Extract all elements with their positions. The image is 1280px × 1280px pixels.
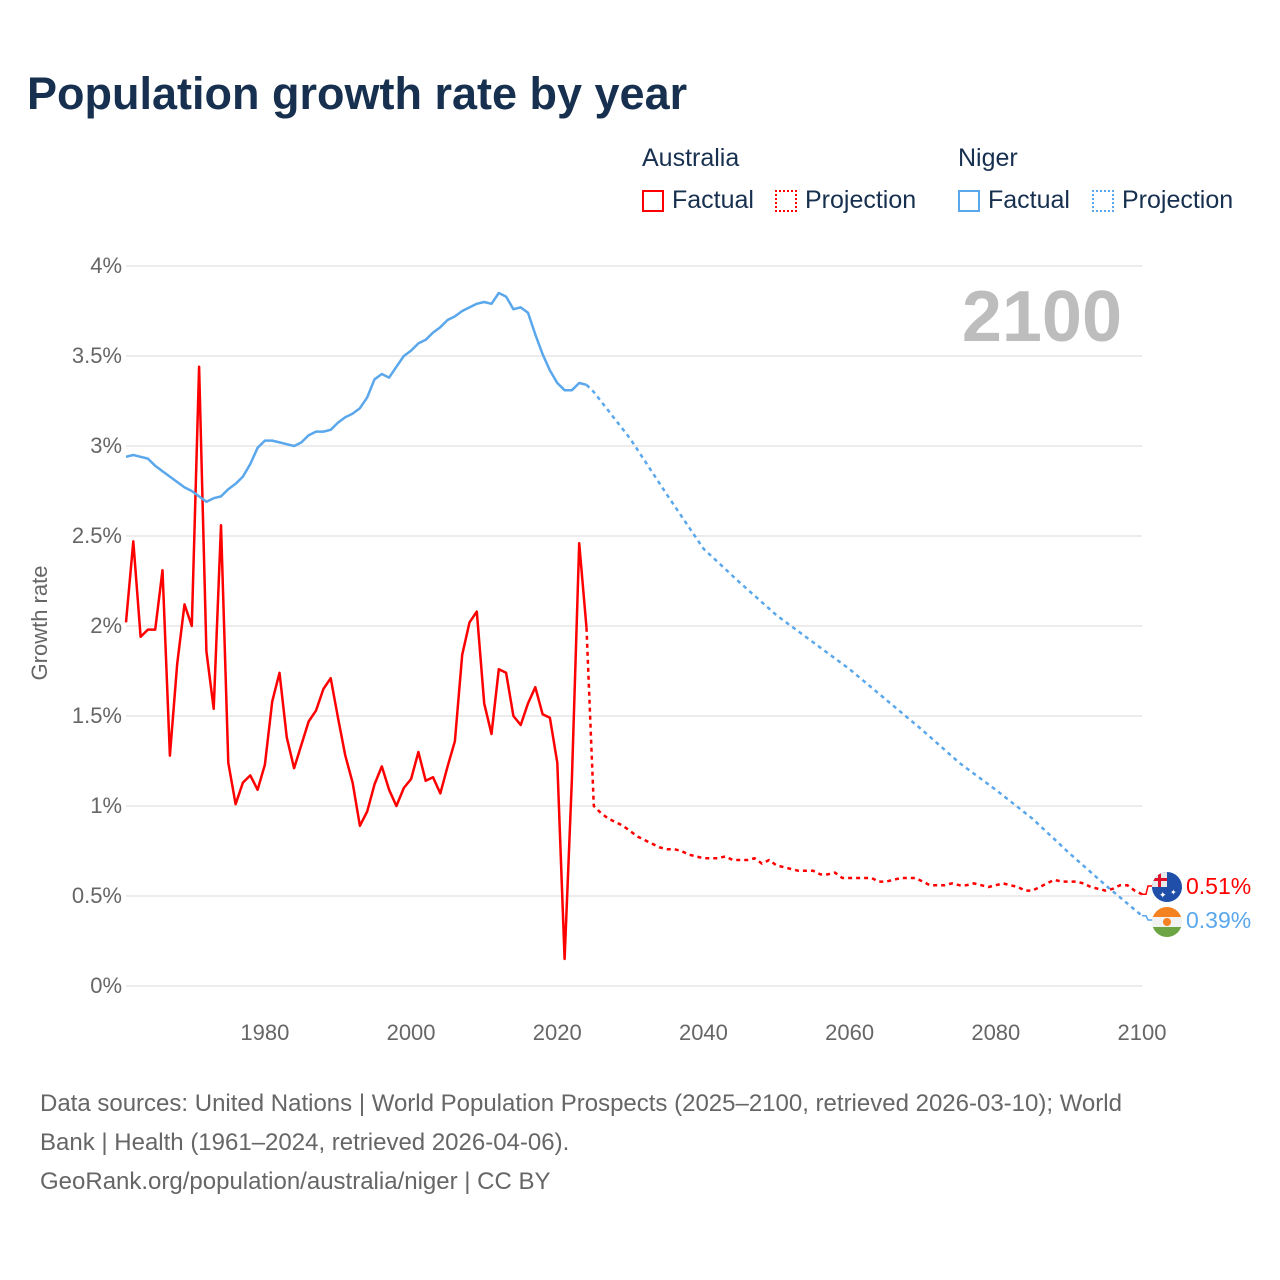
y-tick-label: 1% [90,793,122,818]
solid-swatch-icon [642,189,664,212]
x-tick-label: 2020 [532,1020,582,1045]
x-tick-label: 2040 [678,1020,728,1045]
legend-label: Factual [988,186,1070,214]
legend-niger-projection[interactable]: Projection [1092,186,1233,215]
legend-australia-factual[interactable]: Factual [642,186,754,215]
australia-factual-line [124,365,588,961]
y-tick-label: 3% [90,433,122,458]
legend-label: Factual [672,186,754,214]
australia-projection-line [585,627,1143,896]
footer-sources-line1: Data sources: United Nations | World Pop… [40,1090,1122,1117]
footer-sources-line2: Bank | Health (1961–2024, retrieved 2026… [40,1129,570,1156]
dotted-swatch-icon [1092,189,1114,212]
australia-flag-icon: ✦ ✦ [1152,872,1182,902]
footer-attribution-link[interactable]: GeoRank.org/population/australia/niger |… [40,1168,551,1195]
niger-factual-line [125,291,587,504]
x-tick-label: 2000 [386,1020,436,1045]
australia-leader-line [1142,885,1154,895]
legend-label: Projection [805,186,917,214]
y-tick-label: 4% [90,253,122,278]
page-title: Population growth rate by year [27,68,688,119]
x-tick-label: 2080 [971,1020,1021,1045]
legend-australia-projection[interactable]: Projection [775,186,916,215]
australia-end-value: 0.51% [1186,873,1252,899]
solid-swatch-icon [958,189,980,212]
x-tick-label: 2100 [1117,1020,1167,1045]
legend-niger-heading: Niger [958,144,1018,172]
y-axis-title: Growth rate [27,565,52,681]
y-tick-label: 0.5% [71,883,122,908]
x-tick-label: 2060 [825,1020,875,1045]
niger-projection-line [585,383,1143,917]
legend-niger-factual[interactable]: Factual [958,186,1070,215]
niger-leader-line [1142,915,1154,921]
dotted-swatch-icon [775,189,797,212]
niger-end-value: 0.39% [1186,907,1252,933]
legend-label: Projection [1122,186,1234,214]
niger-flag-icon [1152,907,1182,937]
y-tick-label: 3.5% [71,343,122,368]
current-year-watermark: 2100 [961,277,1122,357]
legend-australia-heading: Australia [642,144,740,172]
x-tick-label: 1980 [240,1020,290,1045]
y-tick-label: 1.5% [71,703,122,728]
y-tick-label: 0% [90,973,122,998]
y-tick-label: 2.5% [71,523,122,548]
y-tick-label: 2% [90,613,122,638]
